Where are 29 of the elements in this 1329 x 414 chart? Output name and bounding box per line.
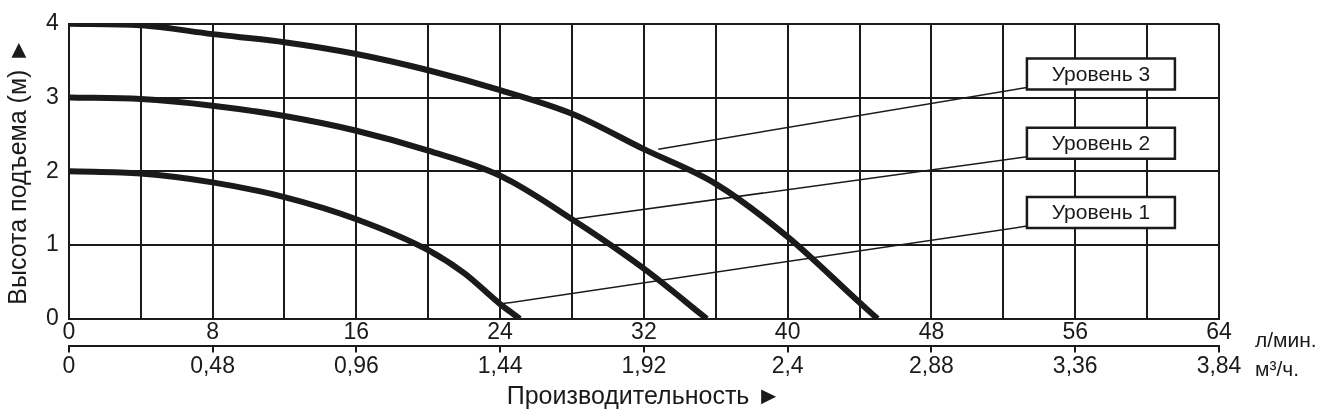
x2-tick-label: 0,48 xyxy=(190,351,235,378)
x2-tick-label: 3,36 xyxy=(1052,351,1098,378)
x-tick-label: 0 xyxy=(62,317,76,344)
x2-tick-label: 2,4 xyxy=(771,351,804,378)
x-tick-label: 32 xyxy=(631,317,657,344)
x-tick-label: 48 xyxy=(918,317,945,344)
x-tick-label: 16 xyxy=(343,317,370,344)
x-axis-title: Производительность ► xyxy=(506,380,782,409)
x-tick-label: 8 xyxy=(206,317,219,344)
x2-tick-label: 2,88 xyxy=(909,351,954,378)
x2-tick-label: 1,44 xyxy=(477,351,523,378)
x-tick-label: 56 xyxy=(1062,317,1089,344)
x2-tick-label: 0,96 xyxy=(333,351,379,378)
annotation: Уровень 2 xyxy=(1051,131,1151,155)
y-axis-title: Высота подъема (м) ► xyxy=(2,37,31,305)
y-tick-label: 1 xyxy=(45,230,59,257)
annotation: Уровень 3 xyxy=(1051,61,1151,85)
x2-tick-label: 1,92 xyxy=(621,351,667,378)
x2-tick-label: 3,84 xyxy=(1196,351,1242,378)
y-tick-label: 4 xyxy=(45,9,59,36)
y-tick-label: 3 xyxy=(45,82,59,109)
text: л/мин. xyxy=(1255,327,1317,351)
x-tick-label: 40 xyxy=(774,317,801,344)
x2-tick-label: 0 xyxy=(62,351,76,378)
x-tick-label: 24 xyxy=(487,317,514,344)
annotation: Уровень 1 xyxy=(1051,200,1151,224)
text: м³/ч. xyxy=(1255,357,1300,381)
y-tick-label: 2 xyxy=(45,156,59,183)
x-tick-label: 64 xyxy=(1206,317,1232,344)
